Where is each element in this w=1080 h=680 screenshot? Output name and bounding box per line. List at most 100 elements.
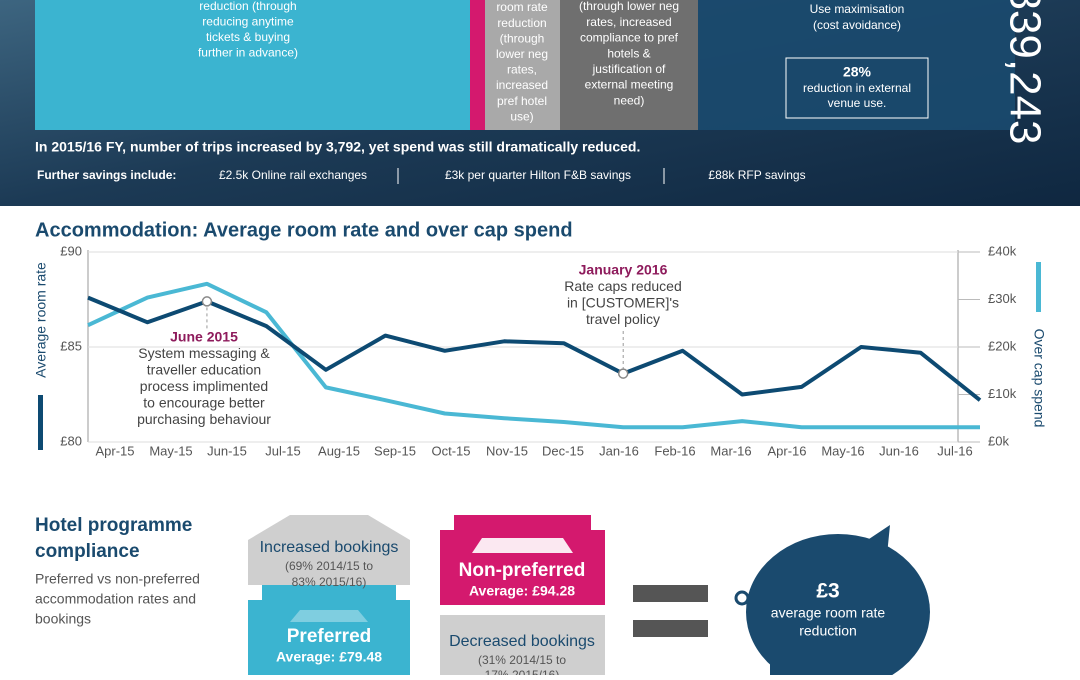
- x-tick-label: Sep-15: [374, 443, 416, 458]
- result-text: average room rate: [771, 605, 886, 621]
- x-tick-label: Aug-15: [318, 443, 360, 458]
- x-tick-label: Nov-15: [486, 443, 528, 458]
- annotation-text: in [CUSTOMER]'s: [567, 295, 679, 311]
- annotation-text: Rate caps reduced: [564, 278, 682, 294]
- y2-tick-label: £20k: [988, 338, 1017, 353]
- section-subtitle: bookings: [35, 611, 91, 627]
- non-preferred-shape: [440, 515, 605, 605]
- y2-tick-label: £0k: [988, 433, 1009, 448]
- annotation-text: System messaging &: [138, 345, 270, 361]
- panel-text: (through: [500, 31, 545, 45]
- savings-item: £3k per quarter Hilton F&B savings: [445, 168, 631, 182]
- annotation-text: process implimented: [140, 378, 268, 394]
- panel-text: venue use.: [828, 96, 887, 110]
- result-text: reduction: [799, 623, 857, 639]
- panel-text: room rate: [496, 0, 548, 14]
- panel-text: rates, increased: [586, 15, 671, 29]
- annotation-title: June 2015: [170, 329, 238, 345]
- annotation-text: purchasing behaviour: [137, 411, 271, 427]
- panel-text: rates,: [507, 63, 537, 77]
- x-tick-label: Apr-15: [95, 443, 134, 458]
- preferred-shape: [248, 585, 410, 675]
- y2-tick-label: £10k: [988, 386, 1017, 401]
- pink-strip: [470, 0, 485, 130]
- y2-tick-label: £40k: [988, 243, 1017, 258]
- annotation-text: to encourage better: [143, 395, 265, 411]
- bookings: Increased bookings: [260, 539, 399, 556]
- y-axis-key: [38, 395, 43, 450]
- x-tick-label: May-15: [149, 443, 192, 458]
- section-subtitle: Preferred vs non-preferred: [35, 571, 200, 587]
- y-tick-label: £90: [60, 243, 82, 258]
- piggy-tail: [734, 590, 750, 606]
- preferred-bookings-shape: [248, 515, 410, 585]
- savings-item: £88k RFP savings: [708, 168, 805, 182]
- venue-panel: [698, 0, 1015, 130]
- x-tick-label: Apr-16: [767, 443, 806, 458]
- pillow: [290, 610, 368, 622]
- bookings-detail: (31% 2014/15 to: [478, 653, 566, 667]
- total-savings: 839,243: [1000, 0, 1049, 145]
- x-tick-label: Mar-16: [710, 443, 751, 458]
- bookings: Decreased bookings: [449, 633, 595, 650]
- panel-text: hotels &: [607, 46, 650, 60]
- panel-text: (through lower neg: [579, 0, 679, 13]
- pillow: [472, 538, 573, 553]
- result-value: £3: [816, 580, 839, 603]
- panel-text: compliance to pref: [580, 31, 679, 45]
- panel-text: external meeting: [585, 78, 674, 92]
- panel-text: reduction (through: [199, 0, 296, 13]
- x-tick-label: Dec-15: [542, 443, 584, 458]
- panel-text: need): [614, 93, 645, 107]
- data-line: [87, 281, 980, 430]
- savings-item: £2.5k Online rail exchanges: [219, 168, 367, 182]
- panel-text: (cost avoidance): [813, 18, 901, 32]
- annotation-text: traveller education: [147, 362, 261, 378]
- annotation-text: travel policy: [586, 311, 660, 327]
- venue-box: [785, 57, 929, 119]
- data-line: [87, 295, 982, 402]
- rate-average: Average: £79.48: [276, 649, 382, 665]
- panel-text: reduction in external: [803, 81, 911, 95]
- panel-stat: 28%: [843, 64, 872, 80]
- equals-bar: [633, 620, 708, 637]
- x-tick-label: Jul-16: [937, 443, 972, 458]
- panel-text: reducing anytime: [202, 15, 294, 29]
- rate-name: Non-preferred: [459, 560, 586, 581]
- panel-text: justification of: [592, 62, 666, 76]
- section-subtitle: accommodation rates and: [35, 591, 196, 607]
- y2-tick-label: £30k: [988, 291, 1017, 306]
- x-tick-label: Jul-15: [265, 443, 300, 458]
- x-tick-label: Jan-16: [599, 443, 639, 458]
- panel-text: Use maximisation: [810, 2, 905, 16]
- x-tick-label: Feb-16: [654, 443, 695, 458]
- panel-text: reduction: [497, 16, 546, 30]
- compliance-panel: [560, 0, 698, 130]
- equals-bar: [633, 585, 708, 602]
- y-axis-label: Average room rate: [33, 262, 49, 378]
- x-tick-label: Jun-15: [207, 443, 247, 458]
- y-tick-label: £85: [60, 338, 82, 353]
- y2-axis-label: Over cap spend: [1031, 329, 1047, 428]
- x-tick-label: May-16: [821, 443, 864, 458]
- travel-panel: [35, 0, 470, 130]
- panel-text: tickets & buying: [206, 30, 290, 44]
- y-tick-label: £80: [60, 433, 82, 448]
- panel-text: further in advance): [198, 46, 298, 60]
- panel-text: pref hotel: [497, 94, 547, 108]
- annotation-marker: [617, 368, 629, 379]
- bookings-detail: 83% 2015/16): [292, 575, 367, 589]
- section-title: compliance: [35, 541, 140, 562]
- savings-label: Further savings include:: [37, 168, 176, 182]
- bookings-detail: 17% 2015/16): [485, 668, 560, 675]
- non-preferred-bookings-shape: [440, 615, 605, 675]
- section-title: Hotel programme: [35, 515, 192, 536]
- room-rate-panel: [485, 0, 560, 130]
- panel-text: lower neg: [496, 47, 548, 61]
- summary: In 2015/16 FY, number of trips increased…: [35, 139, 640, 155]
- piggy-bank: [746, 525, 930, 680]
- panel-text: increased: [496, 78, 548, 92]
- annotation-title: January 2016: [579, 262, 668, 278]
- rate-name: Preferred: [287, 626, 372, 647]
